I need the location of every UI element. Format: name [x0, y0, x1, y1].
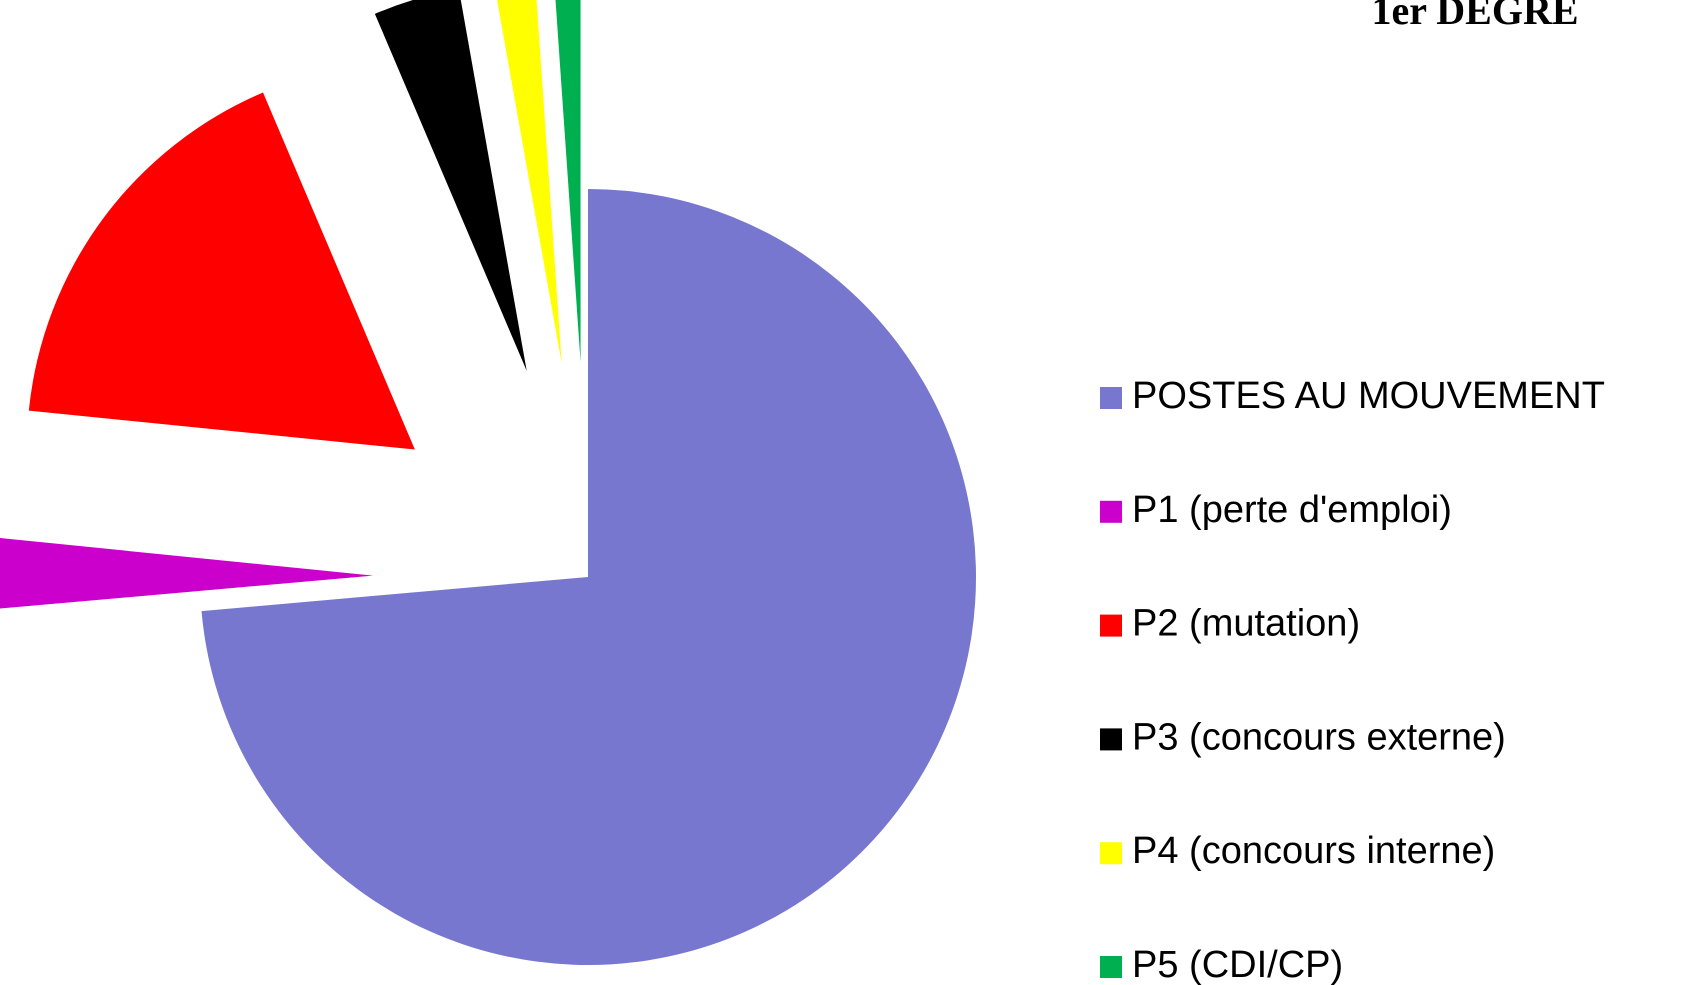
legend-label: POSTES AU MOUVEMENT — [1132, 375, 1605, 417]
pie-slice — [374, 0, 527, 371]
legend-swatch — [1100, 500, 1122, 523]
legend-label: P3 (concours externe) — [1132, 716, 1506, 758]
chart-title: 1er DEGRE — [1371, 0, 1578, 33]
legend-label: P5 (CDI/CP) — [1132, 944, 1343, 985]
legend-swatch — [1100, 614, 1122, 637]
pie-slice — [555, 0, 581, 363]
legend-swatch — [1100, 728, 1122, 751]
pie-slice — [201, 189, 977, 966]
pie-slice — [0, 538, 374, 609]
legend-swatch — [1100, 956, 1122, 978]
legend-swatch — [1100, 387, 1122, 409]
legend-label: P2 (mutation) — [1132, 603, 1360, 645]
legend-swatch — [1100, 842, 1122, 865]
legend-label: P4 (concours interne) — [1132, 830, 1495, 872]
pie-slice — [28, 92, 415, 450]
legend-label: P1 (perte d'emploi) — [1132, 489, 1452, 531]
pie-slice — [497, 0, 562, 364]
